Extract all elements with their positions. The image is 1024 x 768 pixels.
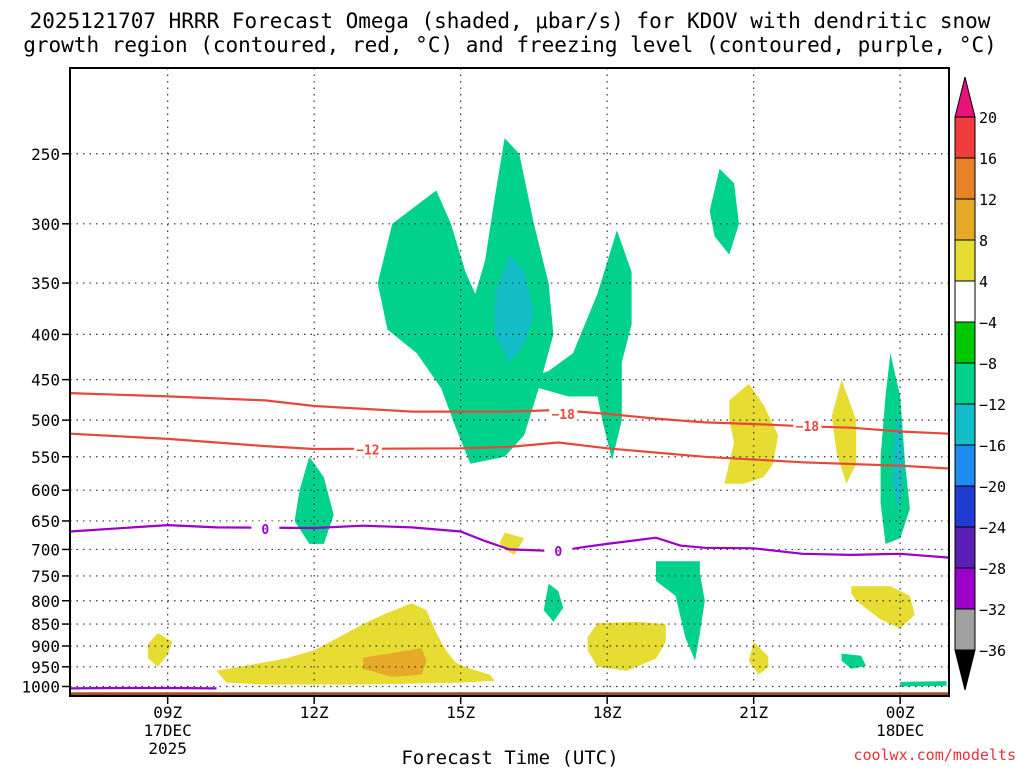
colorbar-tick--8: −8	[979, 355, 997, 373]
x-tick-label-h9-0: 09Z	[153, 703, 182, 722]
contour-label-bg-3	[251, 521, 280, 537]
y-axis: 250 300 350 400 450 500 550 600 650 700 750 800 850 9…	[21, 145, 70, 697]
colorbar-bin--32-to--28	[954, 567, 976, 610]
colorbar-bin--36-to--32	[954, 608, 976, 651]
omega-region-ascent-10	[900, 681, 947, 687]
contour-1	[69, 392, 950, 435]
contours: −12 −18 −18 0 0	[69, 392, 950, 690]
credit-text: coolwx.com/modelts	[853, 746, 1016, 764]
y-tick-label-500: 500	[31, 411, 60, 430]
contour-label-2: −18	[796, 420, 820, 435]
omega-region-ascent-6	[656, 561, 705, 661]
colorbar-bin--20-to--16	[954, 444, 976, 487]
chart-title-line-1: 2025121707 HRRR Forecast Omega (shaded, …	[30, 9, 991, 33]
colorbar-bin--24-to--20	[954, 485, 976, 528]
omega-region-ascent-3	[524, 230, 632, 461]
colorbar-tick--20: −20	[979, 478, 1006, 496]
colorbar-tick--16: −16	[979, 437, 1006, 455]
colorbar-bin--4-to-4	[954, 280, 976, 323]
contour-label-1: −18	[551, 408, 575, 423]
y-tick-label-700: 700	[31, 540, 60, 559]
y-tick-label-650: 650	[31, 512, 60, 531]
y-tick-label-950: 950	[31, 658, 60, 677]
y-tick-label-350: 350	[31, 274, 60, 293]
x-tick-label-h12-0: 12Z	[300, 703, 329, 722]
colorbar-bin--8-to--4	[954, 321, 976, 364]
y-tick-label-300: 300	[31, 215, 60, 234]
omega-region-ascent-4	[709, 168, 739, 255]
contour-label-bg-2	[793, 418, 822, 434]
colorbar-bin-12-to-16	[954, 157, 976, 200]
plot-border	[69, 67, 950, 697]
omega-region-ascent-2	[494, 254, 534, 363]
contour-label-bg-1	[549, 405, 578, 421]
omega-region-ascent-5	[543, 583, 564, 622]
colorbar-bin--16-to--12	[954, 403, 976, 446]
contour-label-3: 0	[261, 523, 269, 538]
colorbar-tick--12: −12	[979, 396, 1006, 414]
x-axis-label: Forecast Time (UTC)	[401, 747, 618, 768]
omega-region-descent-13	[363, 648, 427, 677]
y-tick-label-800: 800	[31, 592, 60, 611]
colorbar-bin-8-to-12	[954, 198, 976, 241]
colorbar-tick-4: 4	[979, 273, 988, 291]
colorbar-tick--24: −24	[979, 519, 1006, 537]
colorbar-over-triangle	[954, 76, 976, 118]
colorbar: −36 −32 −28 −24 −20 −16 −12 −8 −4 4 8 12 16 20	[954, 76, 1006, 691]
grid-lines	[70, 68, 949, 696]
omega-region-descent-19	[851, 586, 915, 629]
colorbar-bin-4-to-8	[954, 239, 976, 282]
colorbar-tick--4: −4	[979, 314, 997, 332]
colorbar-bin--12-to--8	[954, 362, 976, 405]
x-tick-label-h9-2: 2025	[148, 739, 187, 758]
x-tick-label-h21-0: 21Z	[739, 703, 768, 722]
y-tick-label-250: 250	[31, 145, 60, 164]
omega-region-ascent-9	[841, 653, 866, 669]
y-tick-label-600: 600	[31, 481, 60, 500]
omega-region-ascent-1	[377, 138, 554, 464]
x-tick-label-h15-0: 15Z	[446, 703, 475, 722]
contour-label-bg-0	[353, 441, 382, 457]
x-tick-label-h18-0: 18Z	[593, 703, 622, 722]
y-tick-label-1000: 1000	[21, 678, 60, 697]
ground-below-surface	[70, 692, 949, 696]
y-tick-label-850: 850	[31, 615, 60, 634]
contour-label-0: −12	[356, 444, 379, 459]
colorbar-tick--36: −36	[979, 642, 1006, 660]
colorbar-bin-16-to-20	[954, 116, 976, 159]
colorbar-tick-8: 8	[979, 232, 988, 250]
y-tick-label-550: 550	[31, 448, 60, 467]
omega-region-ascent-0	[294, 456, 334, 544]
colorbar-tick--32: −32	[979, 601, 1006, 619]
y-tick-label-450: 450	[31, 371, 60, 390]
contour-label-4: 0	[554, 545, 562, 560]
x-tick-label-h24-1: 18DEC	[876, 721, 924, 740]
y-tick-label-400: 400	[31, 325, 60, 344]
chart-title-line-2: growth region (contoured, red, °C) and f…	[23, 33, 997, 57]
omega-region-descent-18	[831, 379, 857, 484]
x-tick-label-h9-1: 17DEC	[144, 721, 192, 740]
contour-0	[69, 432, 950, 470]
colorbar-tick-12: 12	[979, 191, 997, 209]
contour-label-bg-4	[544, 543, 573, 559]
colorbar-bin--28-to--24	[954, 526, 976, 569]
y-tick-label-750: 750	[31, 567, 60, 586]
colorbar-tick--28: −28	[979, 560, 1006, 578]
omega-region-descent-11	[148, 633, 173, 667]
colorbar-under-triangle	[954, 649, 976, 691]
x-tick-label-h24-0: 00Z	[886, 703, 915, 722]
omega-shading	[148, 138, 947, 687]
colorbar-tick-16: 16	[979, 150, 997, 168]
colorbar-tick-20: 20	[979, 109, 997, 127]
plot-area: −12 −18 −18 0 0	[69, 67, 950, 697]
y-tick-label-900: 900	[31, 637, 60, 656]
